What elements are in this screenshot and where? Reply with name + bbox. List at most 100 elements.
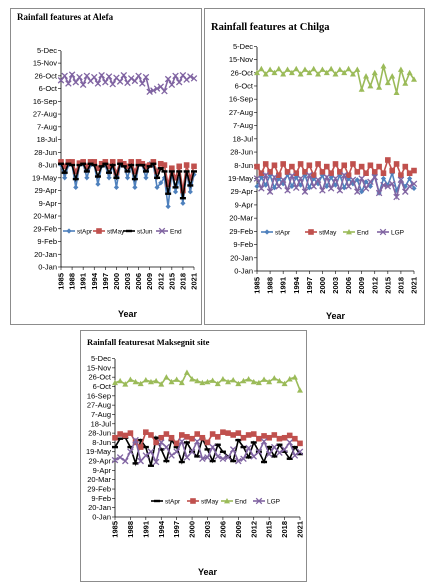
data-point — [199, 455, 206, 462]
data-point — [79, 81, 87, 89]
data-point — [173, 445, 180, 449]
data-point — [280, 161, 286, 167]
data-point — [245, 444, 252, 452]
data-point — [345, 172, 352, 178]
data-point — [371, 173, 379, 181]
data-point — [363, 179, 369, 185]
y-tick-label: 7-Aug — [37, 122, 57, 131]
data-point — [250, 378, 257, 385]
data-point — [367, 162, 374, 169]
y-tick-label: 9-Feb — [233, 240, 253, 249]
data-point — [153, 439, 159, 446]
legend-label: stMay — [319, 229, 337, 236]
data-point — [204, 454, 211, 461]
y-tick-label: 29-Apr — [88, 457, 111, 466]
legend-item: End — [343, 229, 369, 236]
chart-title: Rainfall featuresat Maksegnit site — [87, 337, 210, 347]
data-point — [319, 169, 326, 175]
x-tick-label: 2021 — [190, 273, 199, 290]
data-point — [267, 66, 274, 72]
data-point — [135, 72, 142, 80]
data-point — [235, 457, 242, 465]
data-point — [127, 445, 134, 449]
data-point — [380, 63, 387, 69]
data-point — [341, 162, 348, 169]
y-tick-label: 20-Jan — [88, 503, 111, 512]
y-tick-label: 8-Jun — [38, 161, 57, 170]
chart-panel-maksegnit: Rainfall featuresat Maksegnit site 0-Jan… — [80, 330, 307, 582]
data-point — [302, 169, 308, 175]
data-point — [371, 69, 378, 76]
data-point — [143, 429, 149, 435]
data-point — [154, 184, 160, 190]
x-tick-label: 2015 — [265, 521, 274, 538]
data-point — [113, 176, 120, 179]
data-point — [406, 170, 413, 177]
data-point — [139, 80, 146, 87]
data-point — [109, 163, 116, 167]
data-point — [384, 79, 391, 86]
data-point — [297, 175, 304, 182]
data-point — [354, 66, 361, 72]
legend-label: LGP — [267, 498, 280, 505]
x-tick-label: 2021 — [296, 521, 305, 538]
data-point — [153, 377, 160, 384]
data-point — [109, 159, 116, 165]
x-tick-label: 1991 — [79, 273, 88, 290]
data-point — [262, 161, 269, 167]
series-stMay — [254, 157, 417, 178]
y-tick-label: 18-Jul — [233, 134, 254, 143]
data-point — [230, 459, 237, 463]
data-point — [147, 448, 155, 456]
data-point — [124, 163, 131, 170]
data-point — [80, 159, 86, 165]
legend-item: stMay — [187, 498, 219, 505]
data-point — [219, 455, 227, 462]
legend-item: stMay — [93, 228, 125, 235]
x-tick-label: 2003 — [123, 273, 132, 290]
data-point — [135, 163, 142, 167]
data-point — [189, 435, 195, 442]
y-tick-label: 20-Mar — [33, 212, 57, 221]
data-point — [288, 69, 295, 76]
data-point — [315, 71, 322, 77]
x-tick-label: 1991 — [279, 277, 288, 294]
data-point — [402, 163, 409, 170]
data-point — [350, 161, 356, 167]
data-point — [276, 377, 283, 384]
y-tick-label: 15-Nov — [33, 59, 57, 68]
data-point — [293, 170, 300, 177]
data-point — [142, 452, 150, 459]
data-point — [199, 434, 206, 441]
data-point — [209, 431, 216, 437]
data-point — [402, 188, 409, 195]
legend-marker — [264, 229, 270, 235]
data-point — [189, 376, 196, 382]
data-point — [152, 458, 160, 466]
chart-maksegnit: 0-Jan20-Jan9-Feb29-Feb20-Mar9-Apr29-Apr1… — [86, 354, 305, 577]
data-point — [158, 434, 165, 441]
data-point — [112, 434, 118, 441]
data-point — [393, 89, 400, 95]
data-point — [255, 448, 263, 456]
data-point — [73, 184, 79, 190]
legend-label: stJun — [137, 228, 153, 235]
legend-marker — [255, 497, 263, 505]
data-point — [61, 163, 68, 170]
data-point — [214, 380, 221, 387]
data-point — [258, 65, 265, 72]
legend-marker — [379, 228, 387, 236]
data-point — [187, 174, 194, 181]
data-point — [146, 162, 153, 168]
x-axis-title: Year — [326, 311, 346, 321]
data-point — [113, 184, 120, 190]
data-point — [168, 81, 176, 89]
y-tick-label: 26-Oct — [88, 373, 111, 382]
x-tick-label: 2006 — [218, 521, 227, 538]
data-point — [393, 193, 400, 201]
data-point — [371, 169, 378, 175]
data-point — [69, 159, 75, 165]
legend-marker — [158, 227, 166, 235]
data-point — [397, 66, 404, 72]
data-point — [402, 80, 409, 86]
